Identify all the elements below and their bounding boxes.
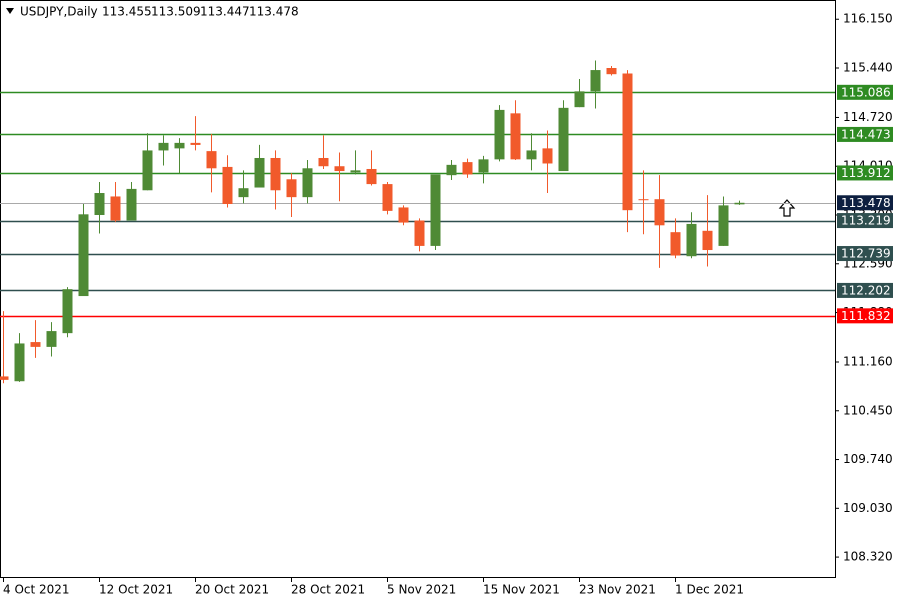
y-tick-label: 116.150 <box>843 12 893 26</box>
candle-body <box>334 166 345 172</box>
candle-body <box>254 157 265 188</box>
level-label: 113.219 <box>841 214 891 228</box>
y-tick-label: 109.030 <box>843 501 893 515</box>
candle-body <box>494 109 505 160</box>
x-tick-label: 15 Nov 2021 <box>483 583 560 597</box>
level-label: 114.473 <box>841 127 891 141</box>
y-tick-label: 109.740 <box>843 452 893 466</box>
level-box <box>837 246 893 262</box>
candle-body <box>686 223 697 257</box>
candle-body <box>78 214 89 297</box>
candle-body <box>318 157 329 167</box>
level-box <box>837 126 893 142</box>
candle-body <box>0 376 9 380</box>
candle-body <box>286 179 297 198</box>
y-tick-label: 111.160 <box>843 354 893 368</box>
candle-body <box>398 207 409 223</box>
y-tick-label: 114.720 <box>843 110 893 124</box>
candle-body <box>142 150 153 191</box>
candle-body <box>174 142 185 149</box>
candle-body <box>542 148 553 164</box>
candle-body <box>446 164 457 176</box>
candle-body <box>654 199 665 226</box>
last-price-box <box>837 195 893 211</box>
candle-body <box>638 199 649 201</box>
candle-body <box>46 331 57 347</box>
level-label: 113.912 <box>841 166 891 180</box>
candle-body <box>94 193 105 216</box>
x-tick-label: 4 Oct 2021 <box>3 583 70 597</box>
level-label: 112.202 <box>841 283 891 297</box>
level-label: 111.832 <box>841 309 891 323</box>
candle-body <box>366 168 377 185</box>
header-value: 113.455 <box>102 5 152 19</box>
candle-body <box>382 184 393 211</box>
x-tick-label: 23 Nov 2021 <box>579 583 656 597</box>
plot-frame <box>0 0 836 578</box>
x-tick-label: 5 Nov 2021 <box>387 583 456 597</box>
candle-body <box>62 289 73 334</box>
x-tick-label: 12 Oct 2021 <box>99 583 173 597</box>
candle-body <box>430 174 441 246</box>
x-tick-label: 28 Oct 2021 <box>291 583 365 597</box>
candle-body <box>126 188 137 221</box>
x-tick-label: 20 Oct 2021 <box>195 583 269 597</box>
level-box <box>837 308 893 324</box>
y-tick-label: 108.320 <box>843 550 893 564</box>
header-value: 113.447 <box>200 5 250 19</box>
candle-body <box>238 188 249 198</box>
candle-body <box>510 113 521 160</box>
menu-triangle <box>6 8 14 14</box>
header-value: 113.509 <box>151 5 201 19</box>
candle-body <box>670 232 681 256</box>
x-tick-label: 1 Dec 2021 <box>675 583 744 597</box>
level-box <box>837 213 893 229</box>
candle-body <box>590 70 601 92</box>
candle-body <box>718 205 729 246</box>
last-price-label: 113.478 <box>841 196 891 210</box>
candle-body <box>558 107 569 172</box>
candle-body <box>190 142 201 145</box>
candle-body <box>622 73 633 211</box>
level-box <box>837 165 893 181</box>
header-value: 113.478 <box>249 5 299 19</box>
level-label: 112.739 <box>841 247 891 261</box>
candle-body <box>478 159 489 173</box>
candle-body <box>158 142 169 151</box>
candle-body <box>526 150 537 160</box>
candle-body <box>30 342 41 347</box>
candle-body <box>206 151 217 169</box>
candle-body <box>734 202 745 205</box>
candle-body <box>462 162 473 175</box>
level-label: 115.086 <box>841 85 891 99</box>
candle-body <box>606 68 617 75</box>
candle-body <box>574 91 585 108</box>
candle-body <box>414 220 425 246</box>
candle-body <box>302 168 313 198</box>
level-box <box>837 84 893 100</box>
level-box <box>837 282 893 298</box>
candle-body <box>350 170 361 173</box>
candle-body <box>222 166 233 205</box>
y-tick-label: 110.450 <box>843 403 893 417</box>
candle-body <box>14 343 25 382</box>
chart-title: USDJPY,Daily <box>20 5 98 19</box>
candle-body <box>110 196 121 221</box>
y-tick-label: 115.440 <box>843 61 893 75</box>
candle-body <box>270 157 281 191</box>
candle-body <box>702 230 713 251</box>
